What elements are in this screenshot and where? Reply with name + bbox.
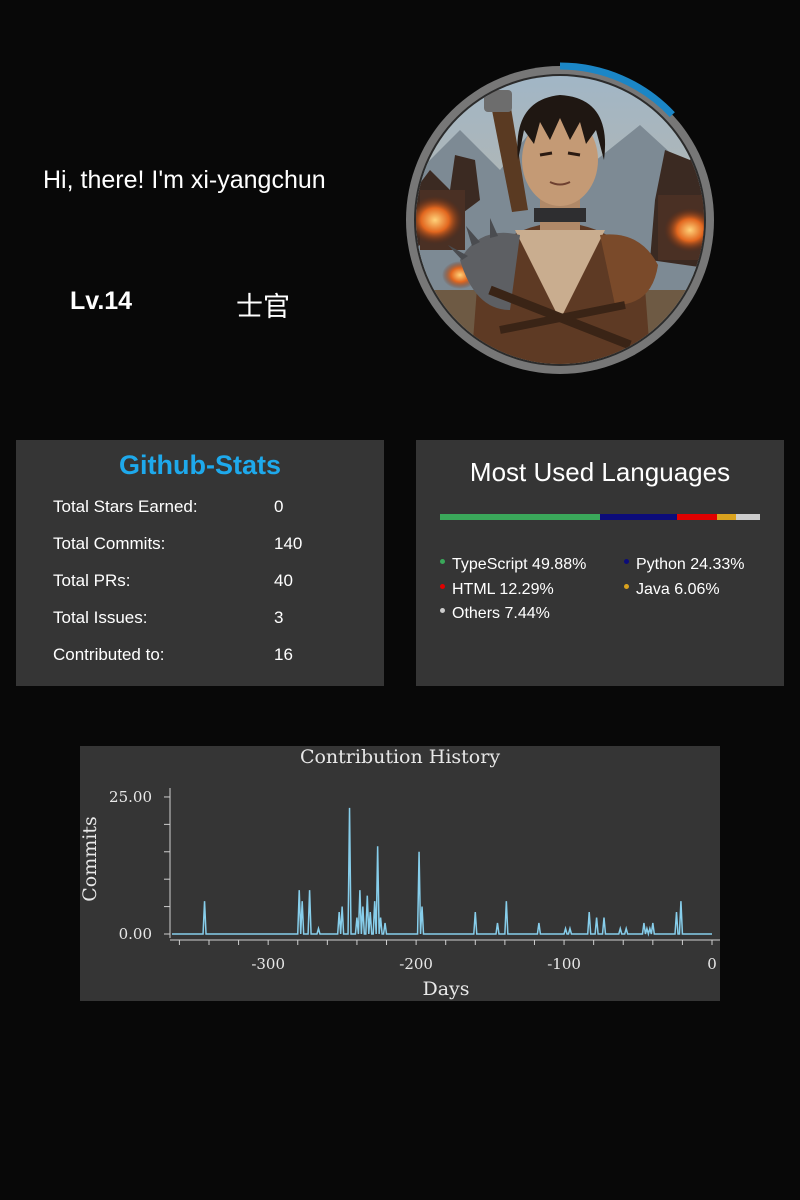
- language-item: TypeScript 49.88%: [440, 556, 586, 574]
- avatar: [400, 60, 720, 380]
- language-dot: [624, 584, 629, 589]
- languages-bar: [440, 514, 760, 520]
- language-percent: 12.29%: [499, 581, 554, 598]
- stat-label: Contributed to:: [53, 645, 165, 664]
- stat-value: 140: [274, 534, 303, 553]
- language-item: Python 24.33%: [624, 556, 745, 574]
- language-name: Others: [452, 605, 501, 622]
- language-bar-segment: [599, 514, 678, 520]
- language-bar-segment: [677, 514, 717, 520]
- contribution-chart: Contribution History Days Commits 0.00 25…: [80, 746, 720, 1001]
- language-dot: [624, 559, 629, 564]
- stat-label: Total PRs:: [53, 571, 131, 590]
- avatar-portrait: [402, 62, 718, 378]
- x-tick-label: -100: [547, 955, 581, 973]
- stat-value: 3: [274, 608, 284, 627]
- x-tick-label: -200: [399, 955, 433, 973]
- y-axis-label: Commits: [80, 816, 101, 901]
- stat-value: 16: [274, 645, 293, 664]
- language-percent: 49.88%: [532, 556, 587, 573]
- y-tick-label: 0.00: [119, 925, 152, 943]
- stat-value: 0: [274, 497, 284, 516]
- github-stats-card: Github-Stats Total Stars Earned: 0 Total…: [16, 440, 384, 686]
- language-bar-segment: [440, 514, 600, 520]
- y-tick-label: 25.00: [109, 788, 152, 806]
- github-stats-title: Github-Stats: [119, 450, 281, 480]
- language-percent: 7.44%: [504, 605, 550, 622]
- rank-label: 士官: [236, 292, 290, 322]
- language-item: Java 6.06%: [624, 581, 720, 599]
- stat-label: Total Stars Earned:: [53, 497, 198, 516]
- x-axis-label: Days: [422, 978, 469, 1000]
- language-dot: [440, 584, 445, 589]
- level-progress-arc: [402, 62, 718, 378]
- language-dot: [440, 559, 445, 564]
- language-name: Java: [636, 581, 670, 598]
- language-name: HTML: [452, 581, 495, 598]
- language-name: TypeScript: [452, 556, 528, 573]
- languages-card: Most Used Languages TypeScript 49.88% Py…: [416, 440, 784, 686]
- x-tick-label: -300: [251, 955, 285, 973]
- language-dot: [440, 608, 445, 613]
- level-label: Lv.14: [70, 287, 133, 315]
- language-name: Python: [636, 556, 686, 573]
- series-line: [172, 807, 712, 937]
- x-tick-label: 0: [707, 955, 717, 973]
- greeting-text: Hi, there! I'm xi-yangchun: [43, 166, 326, 194]
- stat-label: Total Issues:: [53, 608, 148, 627]
- language-percent: 24.33%: [690, 556, 745, 573]
- stat-value: 40: [274, 571, 293, 590]
- language-percent: 6.06%: [674, 581, 720, 598]
- language-bar-segment: [716, 514, 737, 520]
- stat-label: Total Commits:: [53, 534, 166, 553]
- language-item: Others 7.44%: [440, 605, 550, 623]
- language-bar-segment: [736, 514, 760, 520]
- chart-title: Contribution History: [300, 746, 500, 768]
- language-item: HTML 12.29%: [440, 581, 554, 599]
- contribution-chart-svg: Contribution History Days Commits 0.00 25…: [80, 746, 720, 1000]
- languages-title: Most Used Languages: [469, 457, 731, 487]
